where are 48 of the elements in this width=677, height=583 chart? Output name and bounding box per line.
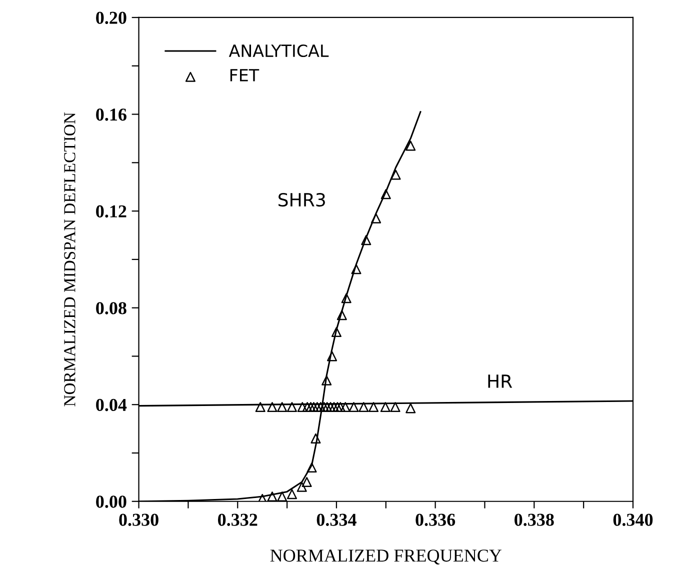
point	[340, 402, 350, 412]
point	[358, 402, 369, 412]
x-tick-label: 0.336	[416, 514, 456, 526]
point	[296, 482, 307, 492]
annotation: SHR3	[278, 192, 325, 207]
point	[286, 489, 298, 500]
point	[351, 264, 362, 274]
point	[297, 402, 308, 412]
annotation: HR	[488, 374, 512, 388]
y-tick-label: 0.00	[96, 496, 126, 508]
point	[380, 402, 390, 412]
legend-label: FET	[230, 69, 260, 82]
x-tick-label: 0.338	[514, 514, 554, 526]
x-tick-label: 0.332	[218, 514, 258, 526]
x-tick-label: 0.340	[613, 514, 653, 526]
point	[277, 492, 288, 502]
point	[255, 402, 266, 412]
point	[336, 310, 347, 320]
point	[370, 213, 382, 224]
point	[406, 140, 416, 151]
point	[390, 402, 400, 412]
point	[286, 402, 298, 412]
point	[390, 170, 401, 180]
legend-label: ANALYTICAL	[228, 44, 329, 58]
point	[322, 375, 332, 386]
point	[368, 402, 379, 412]
x-axis-title: NORMALIZED FREQUENCY	[270, 550, 502, 564]
point	[277, 402, 288, 412]
point	[306, 462, 317, 473]
point	[380, 189, 391, 200]
point	[331, 327, 342, 338]
point	[341, 293, 352, 304]
y-tick-label: 0.16	[96, 108, 126, 121]
y-tick-label: 0.08	[96, 302, 126, 314]
y-tick-label: 0.04	[96, 398, 127, 412]
x-tick-label: 0.330	[119, 514, 158, 526]
point	[348, 402, 359, 412]
point	[302, 477, 312, 488]
y-axis-title: NORMALIZED MIDSPAN DEFLECTION	[64, 112, 76, 406]
point	[406, 403, 416, 414]
y-tick-label: 0.12	[96, 205, 126, 218]
point	[361, 235, 372, 246]
point	[267, 492, 278, 502]
x-tick-label: 0.334	[316, 514, 356, 526]
point	[310, 433, 321, 444]
y-tick-label: 0.20	[96, 12, 126, 24]
point	[327, 351, 338, 362]
point	[267, 402, 278, 412]
